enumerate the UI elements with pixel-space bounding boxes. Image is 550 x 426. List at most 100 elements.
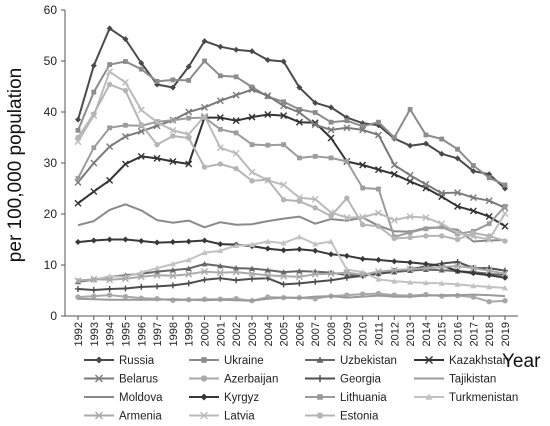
- data-point: [391, 235, 397, 242]
- x-tick-label: 1994: [105, 322, 117, 346]
- data-point: [169, 126, 177, 134]
- data-point: [327, 134, 335, 142]
- data-point: [296, 198, 303, 204]
- data-point: [201, 237, 208, 244]
- y-tick-label: 40: [44, 105, 58, 119]
- data-point: [232, 91, 240, 99]
- x-tick-label: 2000: [200, 322, 212, 346]
- data-point: [201, 276, 208, 283]
- data-point: [423, 226, 429, 232]
- legend-label: Moldova: [119, 392, 163, 404]
- series-estonia: [75, 81, 508, 244]
- data-point: [90, 275, 98, 283]
- legend-marker: [316, 356, 324, 363]
- data-point: [123, 59, 128, 64]
- data-point: [280, 197, 287, 203]
- data-point: [407, 259, 414, 266]
- legend-item-turkmenistan: Turkmenistan: [414, 392, 518, 404]
- data-point: [121, 160, 129, 168]
- data-point: [217, 263, 224, 269]
- data-point: [233, 242, 240, 249]
- data-point: [216, 269, 224, 277]
- data-point: [485, 213, 493, 221]
- data-point: [359, 271, 367, 279]
- data-point: [232, 117, 240, 125]
- data-point: [154, 239, 161, 246]
- data-point: [216, 97, 224, 105]
- legend-marker: [316, 412, 324, 419]
- data-point: [407, 107, 413, 112]
- data-point: [485, 197, 493, 205]
- data-point: [232, 149, 240, 157]
- legend-item-moldova: Moldova: [84, 392, 163, 404]
- legend-item-tajikistan: Tajikistan: [414, 374, 496, 386]
- data-point: [91, 89, 97, 95]
- x-tick-label: 2016: [453, 322, 465, 346]
- legend-item-kazakhstan: Kazakhstan: [414, 355, 509, 367]
- data-point: [248, 86, 256, 94]
- data-point: [295, 109, 303, 117]
- data-point: [201, 103, 209, 111]
- data-point: [280, 281, 287, 288]
- series-armenia: [74, 262, 509, 285]
- data-point: [233, 265, 240, 271]
- data-point: [106, 81, 113, 88]
- data-point: [249, 142, 255, 148]
- legend-label: Ukraine: [224, 355, 264, 367]
- data-point: [75, 127, 81, 133]
- data-point: [154, 141, 160, 148]
- data-point: [470, 168, 477, 175]
- data-point: [138, 122, 144, 128]
- x-tick-label: 1992: [73, 322, 85, 346]
- data-point: [280, 58, 287, 65]
- data-point: [374, 268, 382, 276]
- data-point: [454, 258, 461, 265]
- data-point: [201, 260, 208, 267]
- data-point: [186, 77, 192, 83]
- legend-marker: [200, 411, 208, 420]
- data-point: [185, 108, 193, 116]
- series-line-russia: [77, 27, 506, 190]
- data-point: [217, 241, 224, 248]
- data-point: [185, 238, 192, 245]
- data-point: [169, 84, 176, 91]
- legend-item-armenia: Armenia: [84, 411, 162, 423]
- data-point: [502, 274, 508, 281]
- data-point: [91, 145, 97, 151]
- data-point: [106, 236, 113, 243]
- data-point: [359, 291, 366, 297]
- data-point: [422, 214, 430, 222]
- data-point: [375, 276, 382, 282]
- data-point: [359, 126, 367, 134]
- data-point: [264, 275, 271, 282]
- data-point: [264, 245, 271, 252]
- series-ukraine: [75, 58, 508, 188]
- data-point: [91, 111, 97, 117]
- data-point: [359, 222, 366, 228]
- data-point: [359, 213, 367, 221]
- data-point: [343, 274, 350, 281]
- data-point: [106, 68, 114, 76]
- data-point: [501, 222, 509, 230]
- data-point: [422, 260, 429, 267]
- data-point: [123, 122, 128, 128]
- x-tick-label: 2011: [373, 322, 385, 346]
- data-point: [280, 102, 288, 110]
- data-point: [281, 99, 286, 105]
- data-point: [502, 284, 508, 291]
- legend-marker: [95, 356, 103, 364]
- data-point: [486, 272, 493, 279]
- data-point: [406, 265, 414, 273]
- data-point: [122, 87, 129, 94]
- data-point: [185, 256, 192, 263]
- data-point: [360, 123, 366, 129]
- legend-label: Belarus: [119, 374, 158, 386]
- series-line-kazakhstan: [77, 113, 506, 228]
- data-point: [90, 286, 97, 293]
- legend-label: Armenia: [119, 411, 162, 423]
- data-point: [169, 239, 176, 246]
- legend-item-uzbekistan: Uzbekistan: [305, 355, 397, 367]
- data-point: [486, 299, 492, 305]
- data-point: [359, 161, 367, 169]
- data-point: [422, 279, 429, 286]
